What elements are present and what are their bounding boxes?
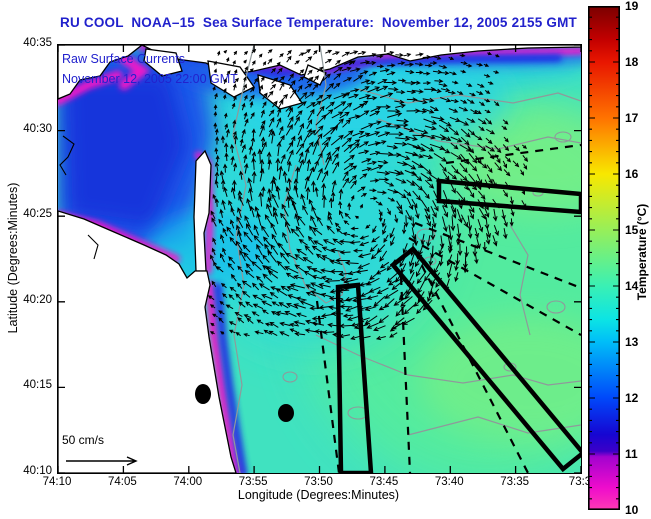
land-nj-mainland <box>58 210 237 473</box>
scale-arrow <box>66 456 138 466</box>
survey-box <box>335 282 374 473</box>
scale-label: 50 cm/s <box>62 433 104 447</box>
station-dot <box>278 404 294 422</box>
land-islet-4 <box>303 64 327 86</box>
x-tick-label: 74:05 <box>107 476 137 488</box>
colorbar-tick-label: 19 <box>625 0 639 13</box>
dashed-bearing-line <box>445 143 581 165</box>
colorbar-tick-label: 12 <box>625 391 639 405</box>
colorbar-tick-label: 11 <box>625 447 638 461</box>
colorbar-tick-label: 13 <box>625 335 639 349</box>
colorbar-tick-label: 15 <box>625 223 639 237</box>
x-tick-label: 74:10 <box>42 476 72 488</box>
dashed-bearing-line <box>399 276 412 473</box>
survey-box <box>389 245 581 473</box>
map-plot-area: Raw Surface Currents November 12, 2005 22… <box>57 44 582 474</box>
colorbar-tick-label: 17 <box>625 111 639 125</box>
land-islet-2 <box>207 60 255 98</box>
overlay-currents-label: Raw Surface Currents <box>62 52 185 66</box>
survey-box <box>436 178 581 215</box>
overlay-timestamp-label: November 12, 2005 22:00 GMT <box>62 72 238 86</box>
x-tick-label: 73:55 <box>238 476 268 488</box>
x-tick-label: 73:3 <box>568 476 592 488</box>
sst-current-map: Raw Surface Currents November 12, 2005 22… <box>58 45 581 473</box>
x-axis-label: Longitude (Degrees:Minutes) <box>237 488 400 502</box>
land-islet-1 <box>143 48 183 77</box>
colorbar-tick-label: 14 <box>625 279 639 293</box>
x-tick-label: 74:00 <box>173 476 203 488</box>
y-tick-label: 40:30 <box>23 122 52 135</box>
x-tick-label: 73:40 <box>434 476 464 488</box>
colorbar-tick-label: 10 <box>625 503 639 517</box>
surface-current-vectors <box>207 48 529 341</box>
land-sandy-hook <box>193 149 212 272</box>
x-tick-label: 73:50 <box>304 476 333 488</box>
colorbar-tick-label: 18 <box>625 55 639 69</box>
axis-tick-marks <box>58 45 581 473</box>
colorbar-tick-label: 16 <box>625 167 639 181</box>
x-tick-label: 73:35 <box>500 476 530 488</box>
y-tick-label: 40:15 <box>23 379 52 392</box>
colorbar <box>588 5 620 511</box>
y-axis-label: Latitude (Degrees:Minutes) <box>6 182 20 334</box>
y-tick-label: 40:10 <box>23 465 52 477</box>
y-tick-label: 40:25 <box>23 208 52 221</box>
land-north-shore-west <box>58 45 144 100</box>
page-title: RU COOL NOAA–15 Sea Surface Temperature:… <box>60 15 577 30</box>
x-tick-label: 73:45 <box>369 476 399 488</box>
colorbar-label: Temperature (°C) <box>635 203 649 301</box>
y-tick-label: 40:35 <box>23 37 52 49</box>
y-tick-label: 40:20 <box>23 293 52 306</box>
station-dot <box>195 384 211 404</box>
dashed-bearing-line <box>408 237 581 336</box>
colorbar-gradient <box>588 5 620 511</box>
